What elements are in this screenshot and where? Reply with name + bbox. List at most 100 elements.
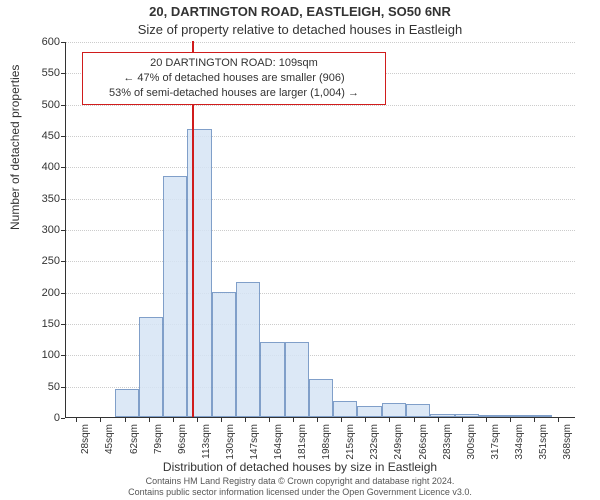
x-tick-label: 300sqm bbox=[466, 424, 477, 460]
x-tick-mark bbox=[293, 418, 294, 422]
histogram-bar bbox=[430, 414, 454, 417]
footer-line-2: Contains public sector information licen… bbox=[0, 487, 600, 498]
histogram-bar bbox=[285, 342, 309, 417]
x-tick-mark bbox=[221, 418, 222, 422]
x-tick-mark bbox=[438, 418, 439, 422]
y-tick-mark bbox=[61, 387, 65, 388]
x-tick-label: 317sqm bbox=[490, 424, 501, 460]
x-tick-label: 147sqm bbox=[249, 424, 260, 460]
y-tick-label: 50 bbox=[25, 381, 60, 393]
x-tick-mark bbox=[76, 418, 77, 422]
y-tick-label: 550 bbox=[25, 67, 60, 79]
annotation-line-1: 20 DARTINGTON ROAD: 109sqm bbox=[91, 56, 377, 71]
gridline bbox=[66, 167, 575, 168]
gridline bbox=[66, 136, 575, 137]
histogram-bar bbox=[236, 282, 260, 417]
attribution-footer: Contains HM Land Registry data © Crown c… bbox=[0, 476, 600, 498]
x-tick-label: 130sqm bbox=[225, 424, 236, 460]
y-tick-label: 450 bbox=[25, 130, 60, 142]
x-tick-mark bbox=[341, 418, 342, 422]
x-tick-label: 96sqm bbox=[177, 424, 188, 454]
y-tick-mark bbox=[61, 105, 65, 106]
x-tick-mark bbox=[269, 418, 270, 422]
y-tick-label: 350 bbox=[25, 193, 60, 205]
histogram-bar bbox=[503, 415, 527, 417]
x-tick-label: 28sqm bbox=[80, 424, 91, 454]
histogram-bar bbox=[357, 406, 381, 417]
x-tick-mark bbox=[125, 418, 126, 422]
y-tick-mark bbox=[61, 136, 65, 137]
annotation-line-3: 53% of semi-detached houses are larger (… bbox=[91, 86, 377, 101]
x-tick-label: 181sqm bbox=[297, 424, 308, 460]
x-tick-label: 62sqm bbox=[129, 424, 140, 454]
x-tick-mark bbox=[197, 418, 198, 422]
y-tick-mark bbox=[61, 293, 65, 294]
x-axis-label: Distribution of detached houses by size … bbox=[0, 460, 600, 474]
histogram-bar bbox=[527, 415, 551, 417]
histogram-bar bbox=[260, 342, 284, 417]
gridline bbox=[66, 42, 575, 43]
x-tick-mark bbox=[149, 418, 150, 422]
y-tick-mark bbox=[61, 261, 65, 262]
histogram-bar bbox=[139, 317, 163, 417]
page-title-address: 20, DARTINGTON ROAD, EASTLEIGH, SO50 6NR bbox=[0, 4, 600, 19]
x-tick-label: 45sqm bbox=[104, 424, 115, 454]
x-tick-mark bbox=[558, 418, 559, 422]
gridline bbox=[66, 199, 575, 200]
y-tick-mark bbox=[61, 73, 65, 74]
y-tick-label: 100 bbox=[25, 349, 60, 361]
page-subtitle: Size of property relative to detached ho… bbox=[0, 22, 600, 37]
annotation-line-2: ← 47% of detached houses are smaller (90… bbox=[91, 71, 377, 86]
gridline bbox=[66, 261, 575, 262]
histogram-bar bbox=[163, 176, 187, 417]
x-tick-mark bbox=[365, 418, 366, 422]
y-tick-mark bbox=[61, 167, 65, 168]
x-tick-mark bbox=[245, 418, 246, 422]
y-tick-label: 600 bbox=[25, 36, 60, 48]
x-tick-label: 232sqm bbox=[369, 424, 380, 460]
x-tick-mark bbox=[389, 418, 390, 422]
y-tick-mark bbox=[61, 42, 65, 43]
y-tick-label: 400 bbox=[25, 161, 60, 173]
x-tick-label: 164sqm bbox=[273, 424, 284, 460]
gridline bbox=[66, 105, 575, 106]
x-tick-mark bbox=[100, 418, 101, 422]
histogram-bar bbox=[309, 379, 333, 417]
x-tick-mark bbox=[486, 418, 487, 422]
x-tick-label: 334sqm bbox=[514, 424, 525, 460]
x-tick-label: 198sqm bbox=[321, 424, 332, 460]
histogram-bar bbox=[406, 404, 430, 417]
x-tick-label: 113sqm bbox=[201, 424, 212, 459]
gridline bbox=[66, 230, 575, 231]
x-tick-mark bbox=[462, 418, 463, 422]
histogram-bar bbox=[382, 403, 406, 417]
histogram-bar bbox=[333, 401, 357, 417]
y-tick-label: 250 bbox=[25, 255, 60, 267]
y-tick-mark bbox=[61, 230, 65, 231]
y-tick-label: 500 bbox=[25, 99, 60, 111]
x-tick-label: 215sqm bbox=[345, 424, 356, 460]
x-tick-label: 283sqm bbox=[442, 424, 453, 460]
y-tick-mark bbox=[61, 324, 65, 325]
histogram-bar bbox=[212, 292, 236, 417]
histogram-bar bbox=[115, 389, 139, 417]
y-tick-mark bbox=[61, 199, 65, 200]
y-tick-mark bbox=[61, 355, 65, 356]
y-tick-label: 200 bbox=[25, 287, 60, 299]
y-axis-label: Number of detached properties bbox=[8, 65, 22, 230]
x-tick-label: 249sqm bbox=[393, 424, 404, 460]
x-tick-label: 368sqm bbox=[562, 424, 573, 460]
x-tick-label: 351sqm bbox=[538, 424, 549, 460]
x-tick-mark bbox=[414, 418, 415, 422]
y-tick-mark bbox=[61, 418, 65, 419]
histogram-bar bbox=[455, 414, 479, 417]
y-tick-label: 300 bbox=[25, 224, 60, 236]
footer-line-1: Contains HM Land Registry data © Crown c… bbox=[0, 476, 600, 487]
x-tick-mark bbox=[173, 418, 174, 422]
marker-annotation: 20 DARTINGTON ROAD: 109sqm ← 47% of deta… bbox=[82, 52, 386, 105]
x-tick-mark bbox=[534, 418, 535, 422]
y-tick-label: 150 bbox=[25, 318, 60, 330]
y-tick-label: 0 bbox=[25, 412, 60, 424]
gridline bbox=[66, 293, 575, 294]
x-tick-label: 79sqm bbox=[153, 424, 164, 454]
